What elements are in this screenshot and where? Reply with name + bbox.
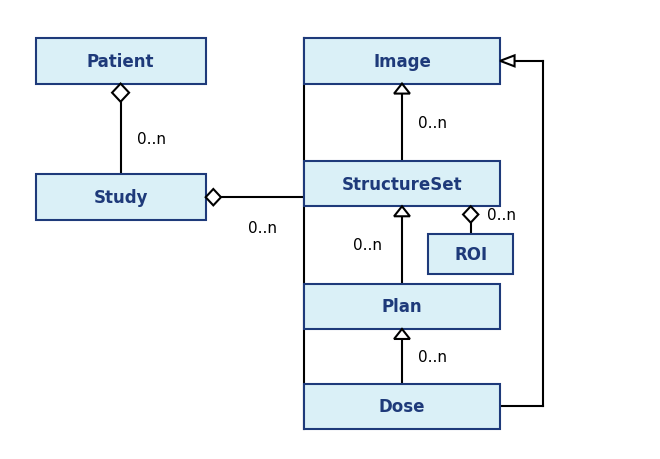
Text: 0..n: 0..n — [137, 131, 166, 146]
Text: 0..n: 0..n — [487, 207, 516, 223]
Text: 0..n: 0..n — [418, 349, 447, 364]
Text: Plan: Plan — [381, 297, 422, 316]
Polygon shape — [500, 56, 515, 67]
Text: Dose: Dose — [379, 397, 425, 415]
Text: 0..n: 0..n — [248, 220, 277, 235]
Text: Study: Study — [93, 189, 148, 207]
Text: 0..n: 0..n — [418, 116, 447, 130]
Polygon shape — [206, 190, 221, 206]
FancyBboxPatch shape — [304, 39, 500, 84]
Polygon shape — [463, 207, 478, 223]
Text: 0..n: 0..n — [353, 238, 382, 253]
FancyBboxPatch shape — [428, 234, 513, 275]
Text: Patient: Patient — [87, 53, 154, 71]
Text: ROI: ROI — [454, 246, 487, 263]
Text: StructureSet: StructureSet — [342, 175, 462, 193]
FancyBboxPatch shape — [304, 284, 500, 329]
Polygon shape — [394, 207, 410, 217]
Text: Image: Image — [373, 53, 431, 71]
Polygon shape — [112, 84, 129, 102]
FancyBboxPatch shape — [36, 175, 206, 220]
Polygon shape — [394, 84, 410, 95]
FancyBboxPatch shape — [304, 162, 500, 207]
Polygon shape — [394, 329, 410, 339]
FancyBboxPatch shape — [36, 39, 206, 84]
FancyBboxPatch shape — [304, 384, 500, 429]
